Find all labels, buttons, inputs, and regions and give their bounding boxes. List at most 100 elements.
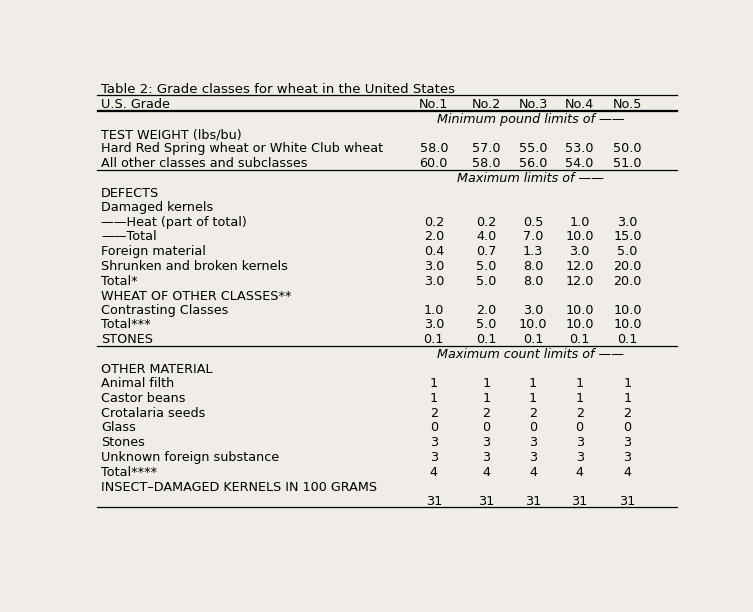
Text: 1: 1 bbox=[575, 377, 584, 390]
Text: Maximum count limits of ——: Maximum count limits of —— bbox=[437, 348, 624, 361]
Text: Shrunken and broken kernels: Shrunken and broken kernels bbox=[101, 260, 288, 273]
Text: Contrasting Classes: Contrasting Classes bbox=[101, 304, 228, 316]
Text: 51.0: 51.0 bbox=[613, 157, 642, 170]
Text: 3.0: 3.0 bbox=[424, 275, 444, 288]
Text: 3: 3 bbox=[623, 436, 632, 449]
Text: Damaged kernels: Damaged kernels bbox=[101, 201, 213, 214]
Text: 3: 3 bbox=[575, 436, 584, 449]
Text: 31: 31 bbox=[478, 494, 495, 508]
Text: 3: 3 bbox=[430, 436, 437, 449]
Text: 4: 4 bbox=[482, 466, 490, 479]
Text: 0: 0 bbox=[623, 422, 632, 435]
Text: 31: 31 bbox=[525, 494, 541, 508]
Text: 3.0: 3.0 bbox=[523, 304, 543, 316]
Text: 1.0: 1.0 bbox=[424, 304, 444, 316]
Text: Foreign material: Foreign material bbox=[101, 245, 206, 258]
Text: 1.3: 1.3 bbox=[523, 245, 543, 258]
Text: Crotalaria seeds: Crotalaria seeds bbox=[101, 406, 206, 420]
Text: 2.0: 2.0 bbox=[476, 304, 496, 316]
Text: Table 2: Grade classes for wheat in the United States: Table 2: Grade classes for wheat in the … bbox=[101, 83, 455, 96]
Text: INSECT–DAMAGED KERNELS IN 100 GRAMS: INSECT–DAMAGED KERNELS IN 100 GRAMS bbox=[101, 481, 377, 494]
Text: 10.0: 10.0 bbox=[566, 318, 594, 332]
Text: 5.0: 5.0 bbox=[476, 318, 496, 332]
Text: DEFECTS: DEFECTS bbox=[101, 187, 160, 200]
Text: 20.0: 20.0 bbox=[614, 275, 642, 288]
Text: 3.0: 3.0 bbox=[569, 245, 590, 258]
Text: 15.0: 15.0 bbox=[613, 230, 642, 244]
Text: 58.0: 58.0 bbox=[472, 157, 501, 170]
Text: 31: 31 bbox=[620, 494, 636, 508]
Text: 31: 31 bbox=[572, 494, 588, 508]
Text: 10.0: 10.0 bbox=[519, 318, 547, 332]
Text: 0: 0 bbox=[430, 422, 437, 435]
Text: 0.2: 0.2 bbox=[424, 215, 444, 228]
Text: 2: 2 bbox=[623, 406, 632, 420]
Text: 8.0: 8.0 bbox=[523, 260, 543, 273]
Text: 3: 3 bbox=[482, 451, 490, 464]
Text: 1: 1 bbox=[575, 392, 584, 405]
Text: 0.1: 0.1 bbox=[424, 334, 444, 346]
Text: 1: 1 bbox=[529, 392, 537, 405]
Text: OTHER MATERIAL: OTHER MATERIAL bbox=[101, 363, 212, 376]
Text: Unknown foreign substance: Unknown foreign substance bbox=[101, 451, 279, 464]
Text: 31: 31 bbox=[425, 494, 442, 508]
Text: 60.0: 60.0 bbox=[419, 157, 448, 170]
Text: 0: 0 bbox=[529, 422, 537, 435]
Text: All other classes and subclasses: All other classes and subclasses bbox=[101, 157, 308, 170]
Text: 0.7: 0.7 bbox=[476, 245, 496, 258]
Text: 0.4: 0.4 bbox=[424, 245, 444, 258]
Text: 3: 3 bbox=[529, 451, 537, 464]
Text: Total*: Total* bbox=[101, 275, 138, 288]
Text: 4: 4 bbox=[430, 466, 437, 479]
Text: 0.2: 0.2 bbox=[476, 215, 496, 228]
Text: 1: 1 bbox=[430, 377, 437, 390]
Text: Total***: Total*** bbox=[101, 318, 151, 332]
Text: No.4: No.4 bbox=[565, 98, 594, 111]
Text: 1: 1 bbox=[482, 377, 490, 390]
Text: 2: 2 bbox=[575, 406, 584, 420]
Text: 1: 1 bbox=[623, 392, 632, 405]
Text: STONES: STONES bbox=[101, 334, 153, 346]
Text: 54.0: 54.0 bbox=[566, 157, 594, 170]
Text: 10.0: 10.0 bbox=[566, 230, 594, 244]
Text: Total****: Total**** bbox=[101, 466, 157, 479]
Text: 4: 4 bbox=[575, 466, 584, 479]
Text: 55.0: 55.0 bbox=[519, 142, 547, 155]
Text: 10.0: 10.0 bbox=[613, 318, 642, 332]
Text: 3.0: 3.0 bbox=[424, 318, 444, 332]
Text: 3.0: 3.0 bbox=[424, 260, 444, 273]
Text: Glass: Glass bbox=[101, 422, 136, 435]
Text: 53.0: 53.0 bbox=[566, 142, 594, 155]
Text: 12.0: 12.0 bbox=[566, 260, 594, 273]
Text: 0.1: 0.1 bbox=[569, 334, 590, 346]
Text: 50.0: 50.0 bbox=[613, 142, 642, 155]
Text: 5.0: 5.0 bbox=[617, 245, 638, 258]
Text: U.S. Grade: U.S. Grade bbox=[101, 98, 170, 111]
Text: 10.0: 10.0 bbox=[566, 304, 594, 316]
Text: 8.0: 8.0 bbox=[523, 275, 543, 288]
Text: ——Total: ——Total bbox=[101, 230, 157, 244]
Text: 12.0: 12.0 bbox=[566, 275, 594, 288]
Text: 0.1: 0.1 bbox=[476, 334, 496, 346]
Text: 3: 3 bbox=[482, 436, 490, 449]
Text: No.1: No.1 bbox=[419, 98, 449, 111]
Text: 7.0: 7.0 bbox=[523, 230, 543, 244]
Text: 56.0: 56.0 bbox=[519, 157, 547, 170]
Text: 1: 1 bbox=[623, 377, 632, 390]
Text: Maximum limits of ——: Maximum limits of —— bbox=[457, 172, 604, 185]
Text: 2.0: 2.0 bbox=[424, 230, 444, 244]
Text: 0.1: 0.1 bbox=[617, 334, 638, 346]
Text: 3: 3 bbox=[529, 436, 537, 449]
Text: 0.1: 0.1 bbox=[523, 334, 543, 346]
Text: 4.0: 4.0 bbox=[476, 230, 496, 244]
Text: 2: 2 bbox=[482, 406, 490, 420]
Text: 1: 1 bbox=[430, 392, 437, 405]
Text: 1.0: 1.0 bbox=[569, 215, 590, 228]
Text: ——Heat (part of total): ——Heat (part of total) bbox=[101, 215, 247, 228]
Text: WHEAT OF OTHER CLASSES**: WHEAT OF OTHER CLASSES** bbox=[101, 289, 291, 303]
Text: 3: 3 bbox=[575, 451, 584, 464]
Text: Hard Red Spring wheat or White Club wheat: Hard Red Spring wheat or White Club whea… bbox=[101, 142, 383, 155]
Text: Castor beans: Castor beans bbox=[101, 392, 186, 405]
Text: 5.0: 5.0 bbox=[476, 260, 496, 273]
Text: Minimum pound limits of ——: Minimum pound limits of —— bbox=[437, 113, 624, 127]
